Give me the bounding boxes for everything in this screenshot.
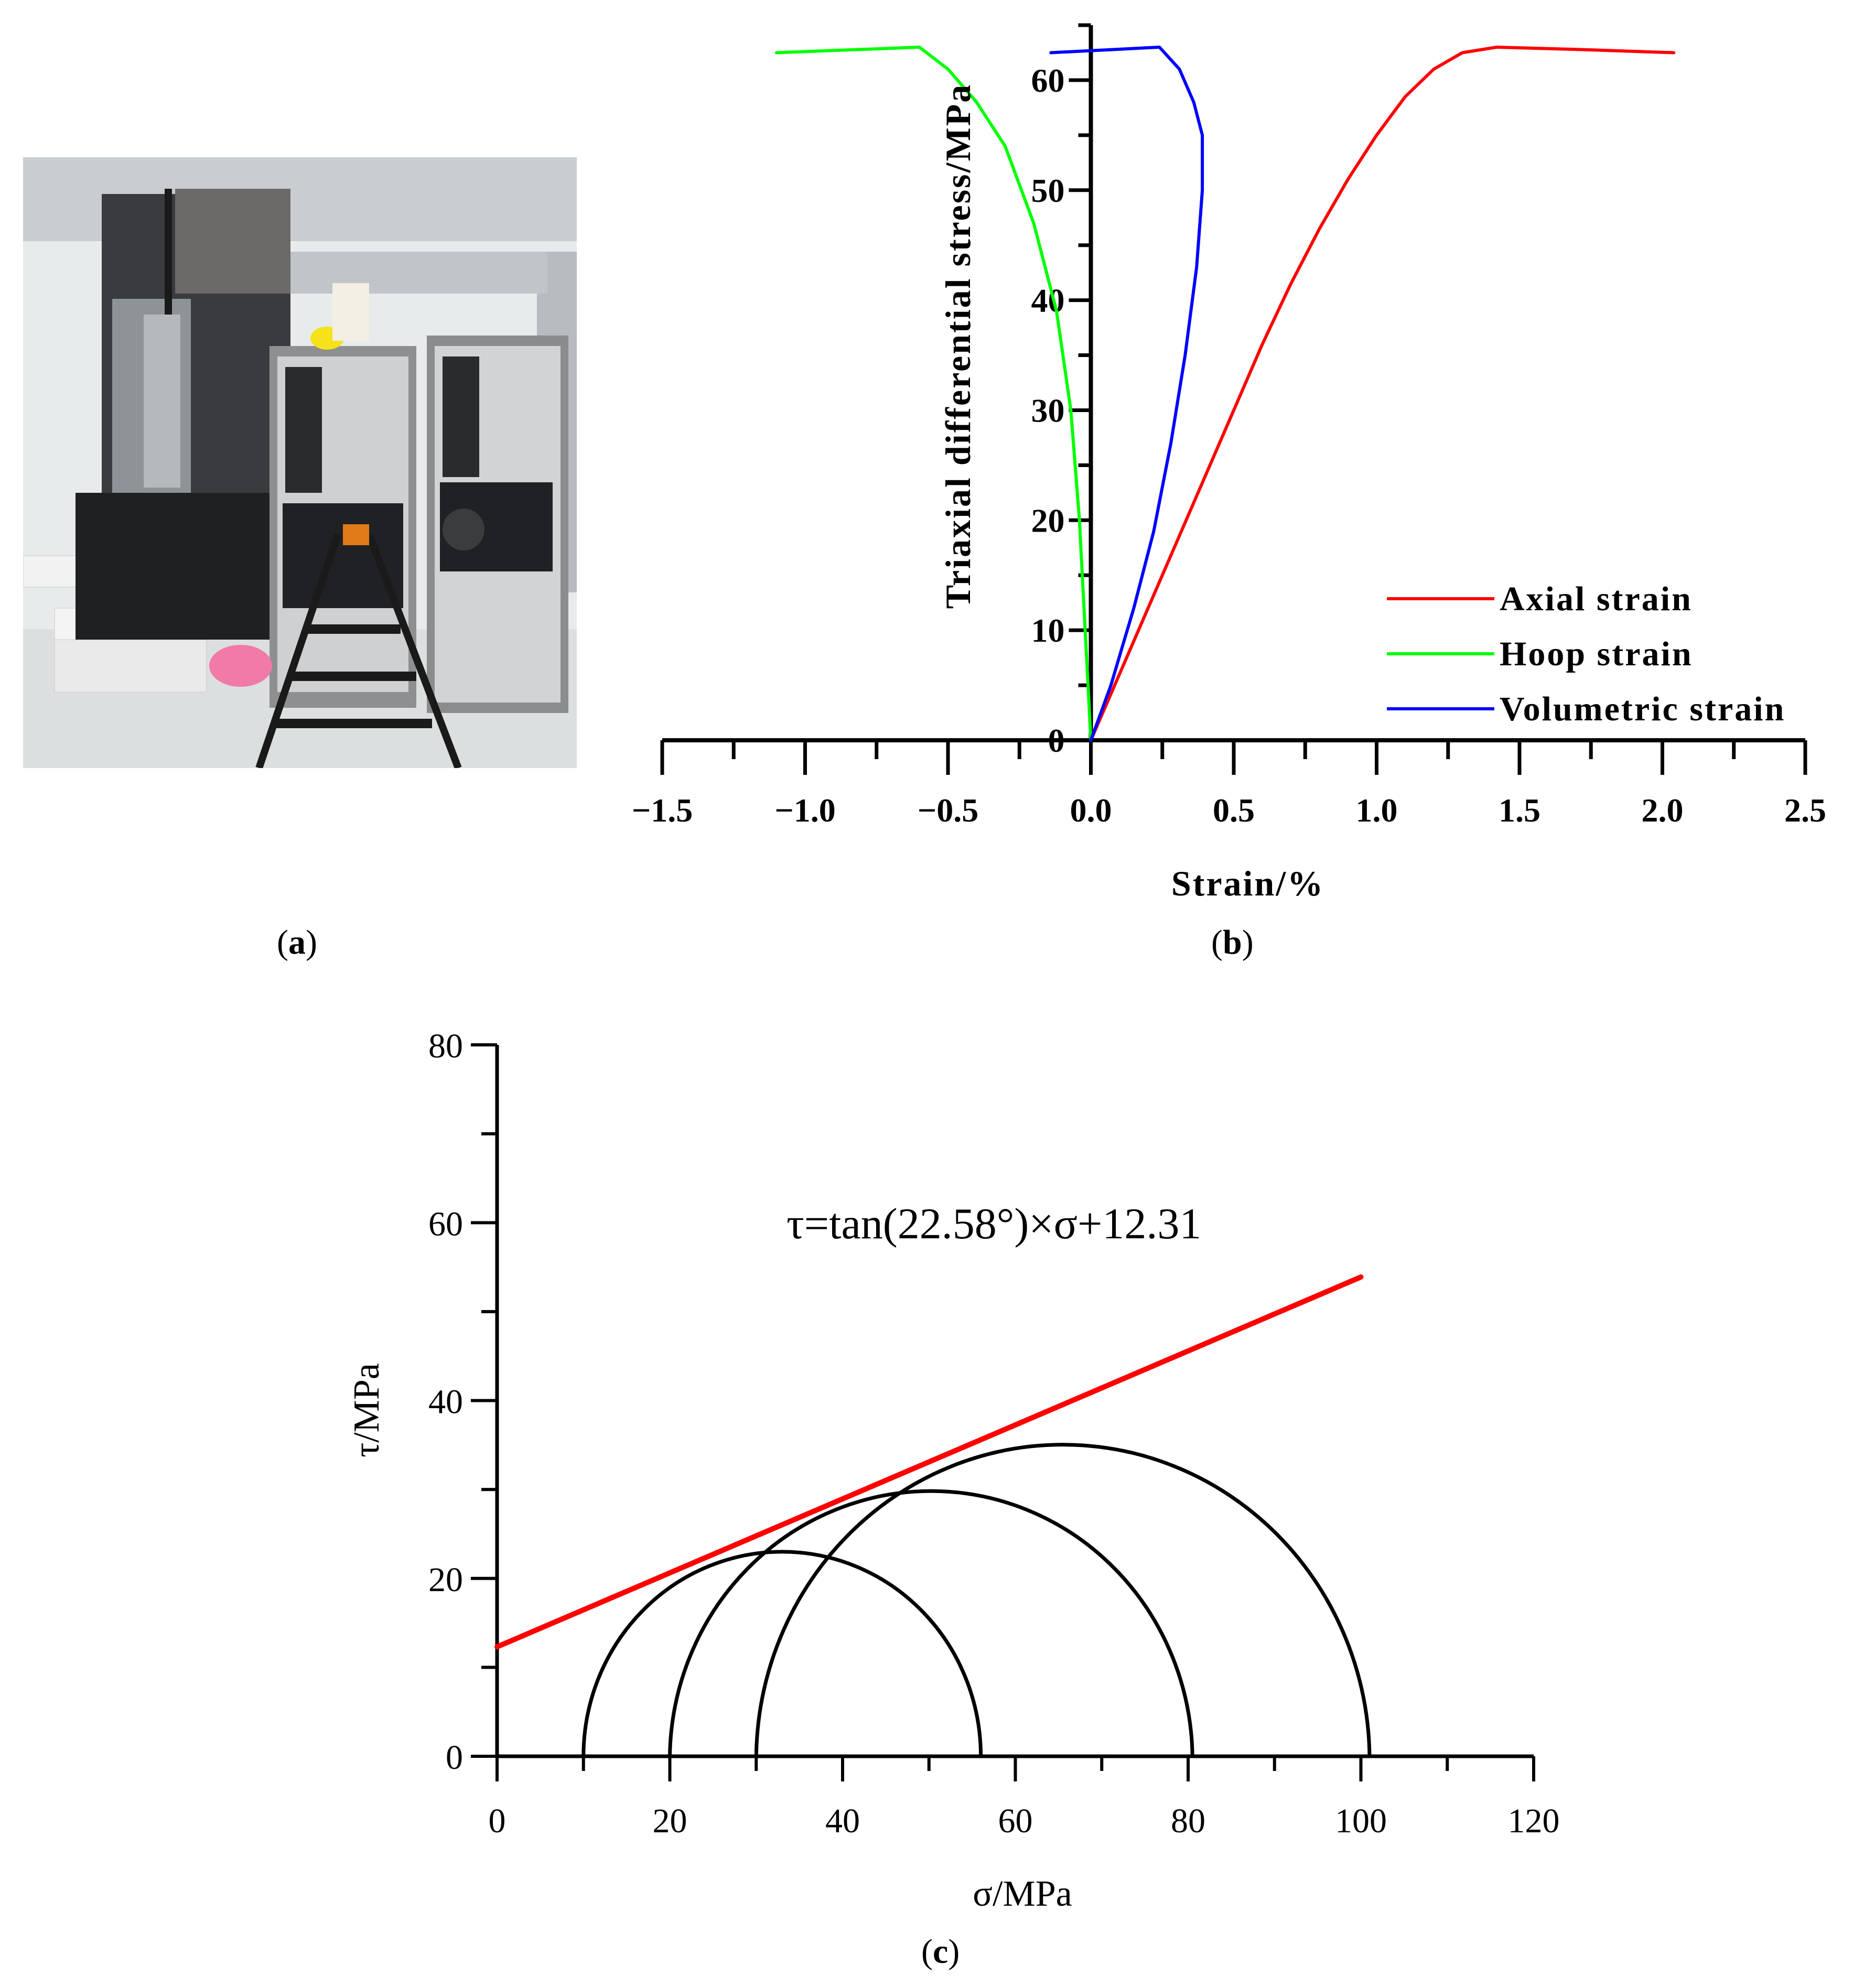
series-volumetric-strain bbox=[1049, 46, 1204, 742]
mohr-circle-1 bbox=[581, 1550, 983, 1757]
y-tick-label: 40 bbox=[1031, 282, 1065, 319]
mohr-axes: 0 20 40 60 80 100 120 0 20 40 60 80 bbox=[428, 1027, 1560, 1840]
stress-strain-axes: −1.5 −1.0 −0.5 0.0 0.5 1.0 1.5 2.0 2.5 0 10 20 30 40 5… bbox=[632, 23, 1826, 829]
x-tick-label: 0 bbox=[489, 1802, 506, 1840]
y-tick-label: 80 bbox=[428, 1027, 463, 1065]
legend-label: Axial strain bbox=[1500, 580, 1693, 618]
x-tick-label: 60 bbox=[998, 1802, 1033, 1840]
x-tick-label: 2.0 bbox=[1642, 792, 1684, 829]
legend-label: Volumetric strain bbox=[1500, 690, 1785, 728]
x-tick-label: 2.5 bbox=[1784, 792, 1826, 829]
x-tick-label: 1.0 bbox=[1356, 792, 1398, 829]
x-tick-label: −0.5 bbox=[918, 792, 978, 829]
stress-strain-chart: −1.5 −1.0 −0.5 0.0 0.5 1.0 1.5 2.0 2.5 0 10 20 30 40 5… bbox=[632, 23, 1826, 903]
panel-label-a: (a) bbox=[277, 923, 317, 961]
series-hoop-strain bbox=[775, 46, 1093, 742]
x-tick-label: 100 bbox=[1335, 1802, 1387, 1840]
y-tick-label: 40 bbox=[428, 1383, 463, 1421]
y-tick-label: 60 bbox=[1031, 62, 1065, 99]
y-tick-label: 30 bbox=[1031, 392, 1065, 429]
y-tick-label: 10 bbox=[1031, 612, 1065, 649]
mohr-circle-chart: 0 20 40 60 80 100 120 0 20 40 60 80 τ=tan(22.58°)×σ… bbox=[347, 1027, 1560, 1914]
y-tick-label: 20 bbox=[428, 1561, 463, 1599]
y-tick-label: 20 bbox=[1031, 502, 1065, 539]
x-tick-label: 0.5 bbox=[1213, 792, 1255, 829]
y-tick-label: 0 bbox=[1048, 722, 1065, 759]
envelope-line bbox=[494, 1274, 1364, 1650]
legend-label: Hoop strain bbox=[1500, 635, 1693, 673]
x-tick-label: 120 bbox=[1508, 1802, 1560, 1840]
y-tick-label: 0 bbox=[446, 1738, 463, 1777]
x-tick-label: 1.5 bbox=[1499, 792, 1540, 829]
x-tick-label: 80 bbox=[1171, 1802, 1205, 1840]
stress-strain-legend: Axial strain Hoop strain Volumetric strain bbox=[1387, 580, 1785, 728]
mohr-envelope bbox=[494, 1274, 1364, 1650]
x-tick-label: 0.0 bbox=[1070, 792, 1112, 829]
stress-strain-series bbox=[775, 46, 1676, 742]
x-tick-label: 40 bbox=[825, 1802, 860, 1840]
y-tick-label: 60 bbox=[428, 1205, 463, 1243]
x-tick-label: −1.5 bbox=[632, 792, 693, 829]
y-axis-title: Triaxial differential stress/MPa bbox=[938, 83, 978, 609]
mohr-circle-2 bbox=[668, 1489, 1194, 1757]
panel-label-b: (b) bbox=[1211, 923, 1254, 961]
x-tick-label: −1.0 bbox=[774, 792, 835, 829]
panel-label-c: (c) bbox=[921, 1932, 960, 1971]
series-axial-strain bbox=[1089, 46, 1676, 742]
y-tick-label: 50 bbox=[1031, 172, 1065, 209]
x-tick-label: 20 bbox=[653, 1802, 687, 1840]
mohr-circle-3 bbox=[754, 1443, 1372, 1757]
y-axis-title: τ/MPa bbox=[347, 1363, 387, 1457]
x-axis-title: σ/MPa bbox=[973, 1874, 1072, 1914]
testing-machine-photo bbox=[23, 157, 577, 768]
x-axis-title: Strain/% bbox=[1171, 863, 1324, 903]
mohr-circles bbox=[581, 1443, 1372, 1757]
photo-illustration bbox=[23, 157, 577, 768]
envelope-equation: τ=tan(22.58°)×σ+12.31 bbox=[786, 1200, 1201, 1248]
